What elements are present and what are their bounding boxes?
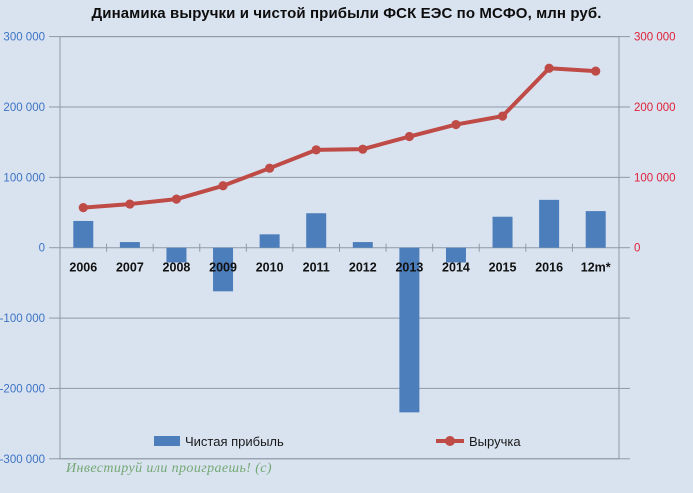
left-axis-label: 100 000 bbox=[3, 172, 45, 184]
left-axis-label: 300 000 bbox=[3, 32, 45, 44]
net-profit-bar bbox=[73, 220, 94, 248]
net-profit-legend-label: Чистая прибыль bbox=[185, 433, 284, 449]
revenue-line bbox=[81, 66, 598, 210]
x-axis-label: 2009 bbox=[209, 261, 237, 275]
watermark: Инвестируй или проиграешь! (с) bbox=[66, 461, 272, 476]
right-axis-label: 200 000 bbox=[634, 102, 676, 114]
chart-title: Динамика выручки и чистой прибыли ФСК ЕЭ… bbox=[91, 5, 602, 22]
net-profit-bar bbox=[306, 213, 327, 248]
net-profit-bar bbox=[352, 242, 373, 248]
revenue-point bbox=[358, 144, 368, 154]
left-axis-label: 0 bbox=[39, 243, 45, 255]
x-axis-label: 2008 bbox=[163, 261, 191, 275]
x-axis-label: 2014 bbox=[442, 261, 470, 275]
revenue-point bbox=[311, 145, 321, 155]
left-axis-label: -300 000 bbox=[0, 454, 45, 466]
revenue-point bbox=[544, 63, 554, 73]
net-profit-bar bbox=[585, 211, 606, 248]
revenue-point bbox=[171, 194, 182, 204]
legend-item-net-profit: Чистая прибыль bbox=[154, 431, 284, 451]
net-profit-bar bbox=[213, 247, 234, 292]
revenue-legend-label: Выручка bbox=[469, 433, 521, 449]
x-axis-label: 2016 bbox=[535, 261, 563, 275]
revenue-point bbox=[451, 119, 461, 130]
left-axis-label: -100 000 bbox=[0, 313, 45, 325]
left-axis-label: 200 000 bbox=[3, 102, 45, 114]
net-profit-bar bbox=[259, 234, 280, 248]
legend-item-revenue: Выручка bbox=[436, 431, 521, 451]
revenue-point bbox=[497, 111, 508, 121]
revenue-point bbox=[265, 163, 275, 173]
x-axis-label: 2015 bbox=[489, 261, 517, 275]
x-axis-label: 2010 bbox=[256, 261, 284, 275]
net-profit-bar bbox=[119, 242, 140, 248]
revenue-line-marker-icon bbox=[436, 436, 464, 446]
x-axis-label: 2006 bbox=[69, 261, 97, 275]
x-axis-label: 2012 bbox=[349, 261, 377, 275]
right-axis-label: 0 bbox=[634, 243, 640, 255]
net-profit-bar bbox=[399, 247, 420, 413]
revenue-dot-icon bbox=[445, 436, 455, 446]
right-axis-label: 300 000 bbox=[634, 32, 676, 44]
net-profit-bar bbox=[539, 199, 560, 248]
revenue-point bbox=[404, 131, 414, 142]
net-profit-bar bbox=[492, 216, 513, 248]
revenue-point bbox=[78, 202, 88, 213]
net-profit-swatch bbox=[154, 436, 180, 446]
left-axis-label: -200 000 bbox=[0, 383, 45, 395]
revenue-point bbox=[591, 66, 601, 76]
x-axis-label: 2007 bbox=[116, 261, 144, 275]
net-profit-bar bbox=[166, 247, 187, 263]
revenue-point bbox=[125, 199, 135, 209]
revenue-point bbox=[218, 181, 228, 191]
x-axis-label: 2011 bbox=[303, 261, 330, 275]
x-axis-label: 2013 bbox=[395, 261, 423, 275]
x-axis-label: 12m* bbox=[581, 261, 611, 275]
right-axis-label: 100 000 bbox=[634, 172, 676, 184]
net-profit-bar bbox=[445, 247, 466, 263]
